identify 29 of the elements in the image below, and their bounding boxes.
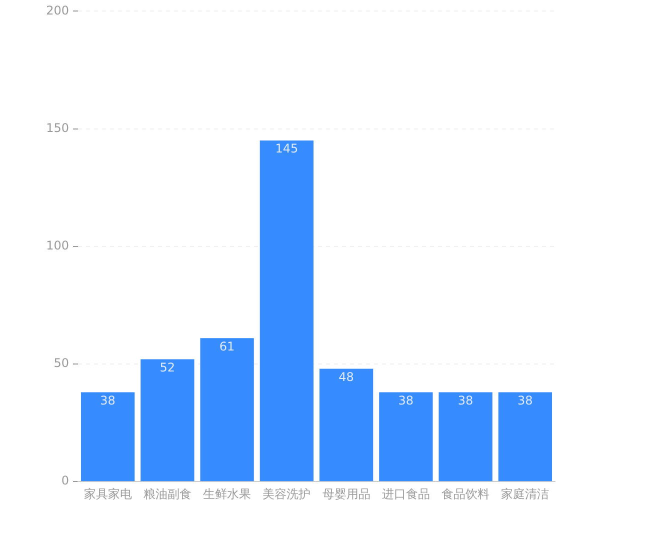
data-label: 38 (458, 393, 474, 408)
y-tick-label: 200 (46, 3, 69, 18)
x-tick-label: 家庭清洁 (501, 486, 550, 501)
x-tick-label: 进口食品 (382, 486, 430, 501)
data-label: 38 (518, 393, 533, 408)
bar (438, 392, 492, 482)
x-tick-label: 粮油副食 (143, 486, 192, 501)
bar (498, 392, 552, 482)
y-tick-label: 100 (46, 238, 69, 253)
x-tick-label: 家具家电 (84, 486, 132, 501)
data-label: 48 (338, 370, 354, 384)
x-tick-label: 食品饮料 (442, 486, 490, 501)
data-label: 145 (275, 142, 298, 156)
x-tick-label: 美容洗护 (262, 486, 311, 501)
y-tick-label: 0 (61, 474, 69, 488)
bar (200, 338, 254, 482)
data-label: 38 (100, 393, 116, 408)
x-tick-label: 母婴用品 (322, 486, 370, 501)
bar (260, 140, 314, 482)
data-label: 61 (219, 339, 235, 354)
bar (80, 392, 135, 482)
data-label: 38 (398, 393, 414, 408)
y-tick-label: 50 (54, 356, 69, 370)
bar (319, 368, 374, 482)
bar (140, 359, 194, 482)
data-label: 52 (160, 360, 176, 374)
y-tick-label: 150 (46, 120, 69, 135)
bar (379, 392, 433, 482)
x-tick-label: 生鲜水果 (203, 486, 252, 501)
